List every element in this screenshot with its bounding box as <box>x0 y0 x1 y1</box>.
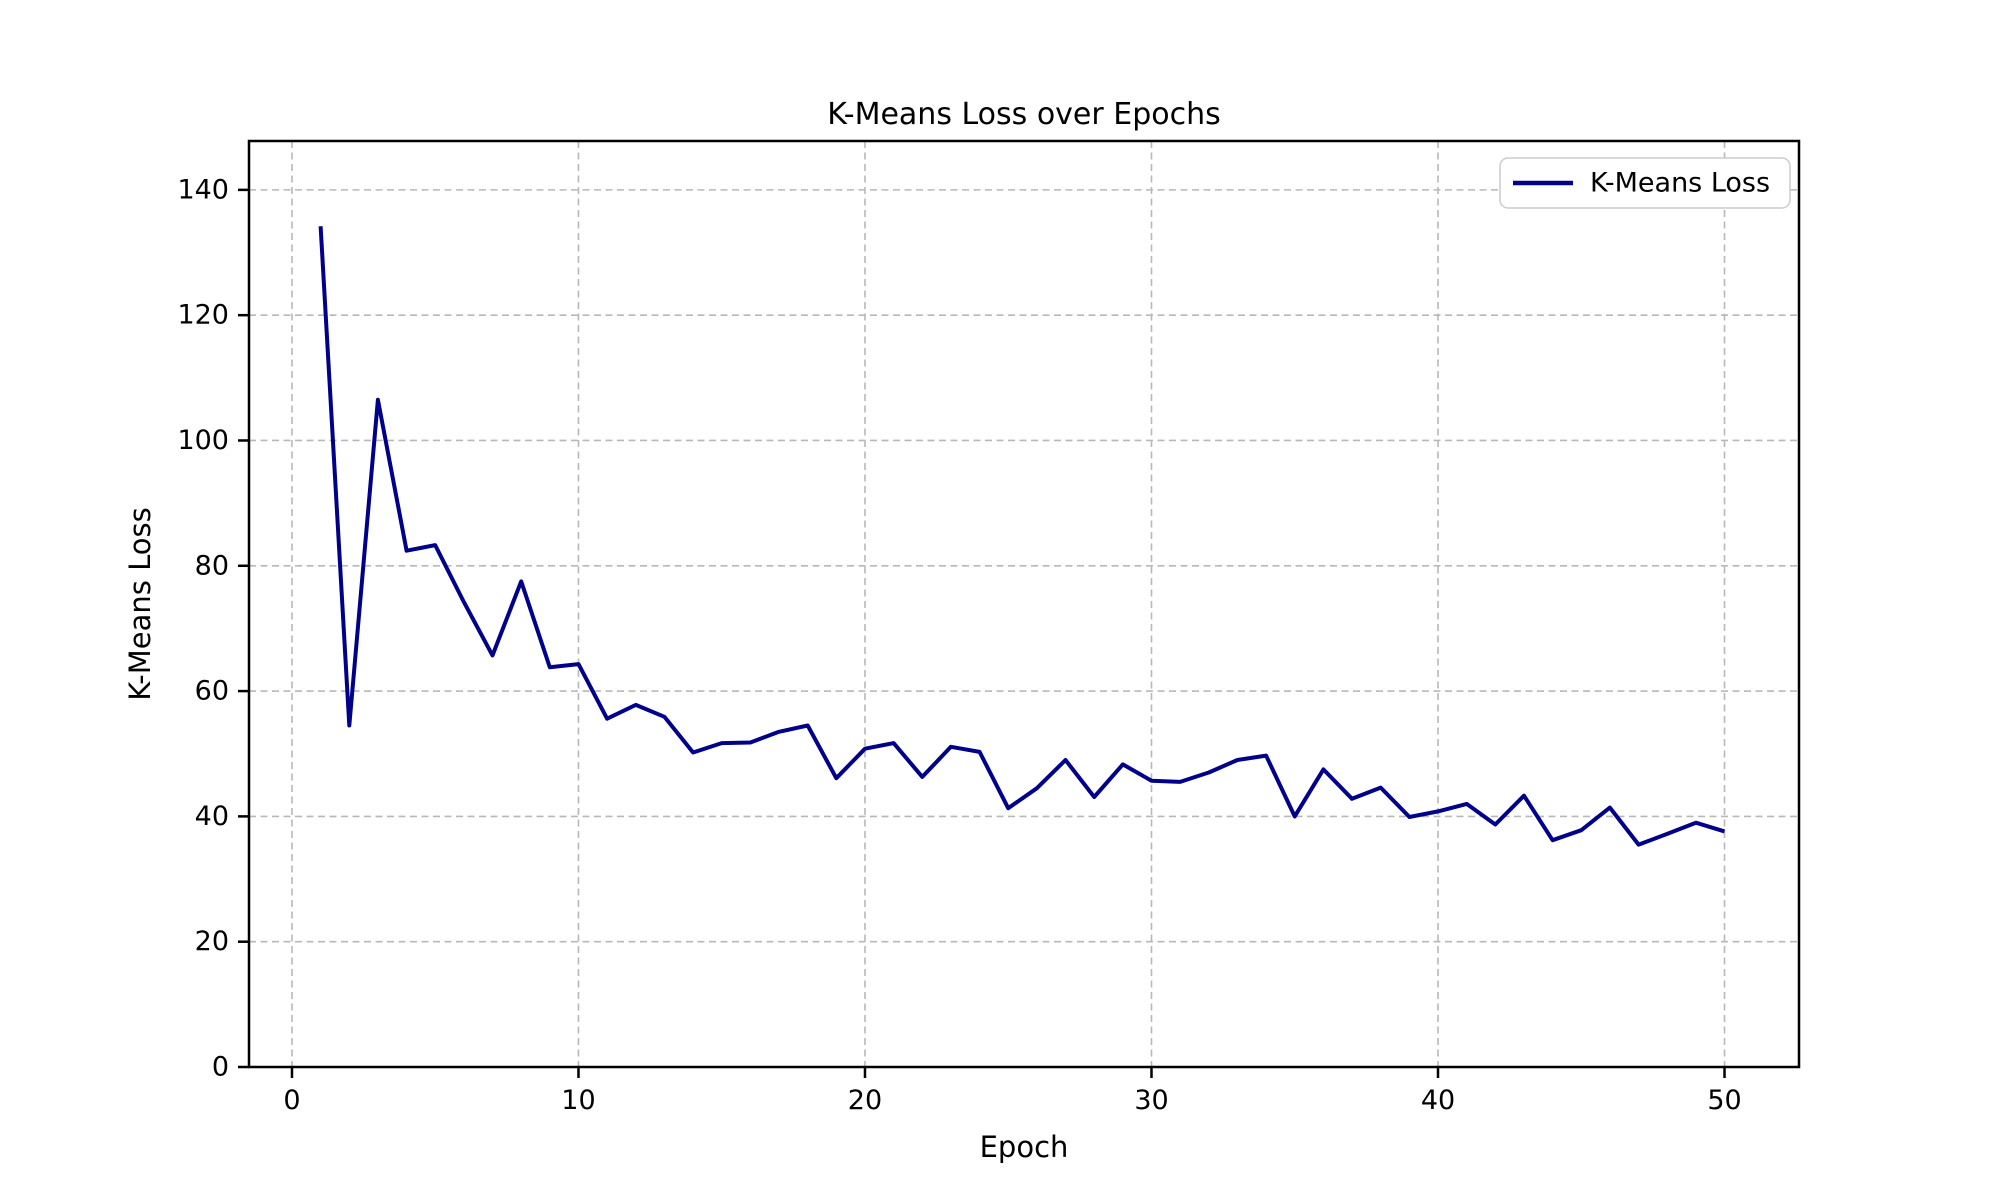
y-tick-label-140: 140 <box>177 174 229 205</box>
plot-border <box>247 139 1801 1069</box>
y-axis-label: K-Means Loss <box>123 507 157 700</box>
chart-title: K-Means Loss over Epochs <box>827 97 1221 132</box>
y-tick-label-0: 0 <box>212 1052 229 1083</box>
axis-ticks: 0 10 20 30 40 50 0 20 40 60 80 100 120 140 <box>177 174 1741 1116</box>
x-tick-label-30: 30 <box>1134 1085 1168 1116</box>
x-tick-label-50: 50 <box>1707 1085 1741 1116</box>
legend-entry-label: K-Means Loss <box>1590 168 1770 199</box>
legend-box <box>1499 157 1791 209</box>
x-tick-label-10: 10 <box>561 1085 595 1116</box>
x-tick-label-0: 0 <box>283 1085 300 1116</box>
y-tick-label-60: 60 <box>195 676 229 707</box>
y-tick-label-100: 100 <box>177 425 229 456</box>
y-tick-label-20: 20 <box>195 926 229 957</box>
gridlines <box>249 141 1799 1068</box>
legend: K-Means Loss <box>1499 157 1791 209</box>
y-tick-label-40: 40 <box>195 801 229 832</box>
loss-line-series <box>318 226 1726 847</box>
y-tick-label-80: 80 <box>195 550 229 581</box>
x-tick-label-40: 40 <box>1421 1085 1455 1116</box>
x-tick-label-20: 20 <box>848 1085 882 1116</box>
x-axis-label: Epoch <box>980 1130 1069 1164</box>
y-tick-label-120: 120 <box>177 300 229 331</box>
